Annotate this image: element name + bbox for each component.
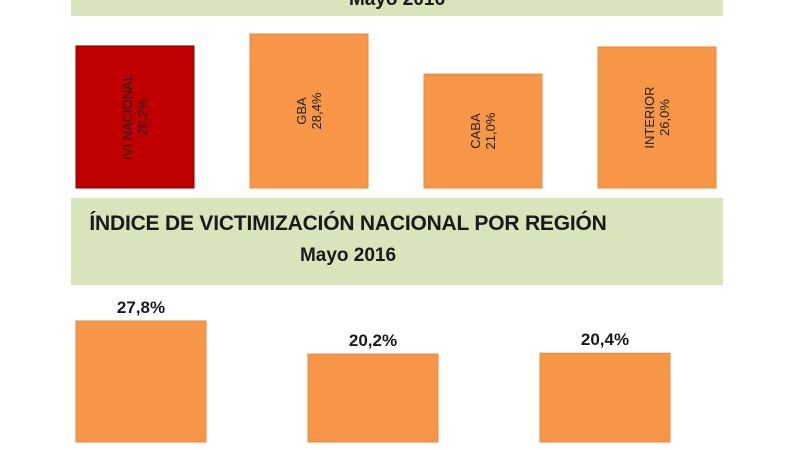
top-bar-2 [423, 73, 543, 189]
top-bar-label-group-3: INTERIOR 26,0% [642, 86, 672, 148]
region-bar-2 [539, 352, 671, 443]
top-bar-value-label: 26,2% [135, 98, 150, 135]
top-bar-value-label: 26,0% [657, 99, 672, 136]
region-chart-subtitle: Mayo 2016 [299, 245, 397, 266]
top-bar-category-label: IVI NACIONAL [120, 74, 135, 160]
top-bar-value-label: 21,0% [483, 112, 498, 149]
region-bar-value-label: 20,2% [349, 331, 397, 350]
top-bar-label-group-2: CABA 21,0% [468, 112, 498, 149]
top-chart-banner: Mayo 2016 [71, 0, 723, 16]
region-bar-value-label: 20,4% [581, 330, 629, 349]
top-chart-subtitle: Mayo 2016 [71, 0, 723, 11]
top-bar-label-group-0: IVI NACIONAL 26,2% [120, 74, 150, 160]
region-bar-0 [75, 320, 207, 443]
top-bar-category-label: GBA [294, 97, 309, 125]
region-chart-banner: ÍNDICE DE VICTIMIZACIÓN NACIONAL POR REG… [71, 198, 723, 285]
region-bar-value-label: 27,8% [117, 298, 165, 317]
top-bar-value-label: 28,4% [309, 92, 324, 129]
top-bar-1 [249, 33, 369, 189]
top-bar-0 [75, 45, 195, 189]
top-bar-3 [597, 46, 717, 189]
top-bar-label-group-1: GBA 28,4% [294, 92, 324, 129]
top-bar-category-label: INTERIOR [642, 86, 657, 148]
region-bar-1 [307, 353, 439, 443]
region-chart-title: ÍNDICE DE VICTIMIZACIÓN NACIONAL POR REG… [89, 212, 607, 235]
top-bar-category-label: CABA [468, 113, 483, 149]
